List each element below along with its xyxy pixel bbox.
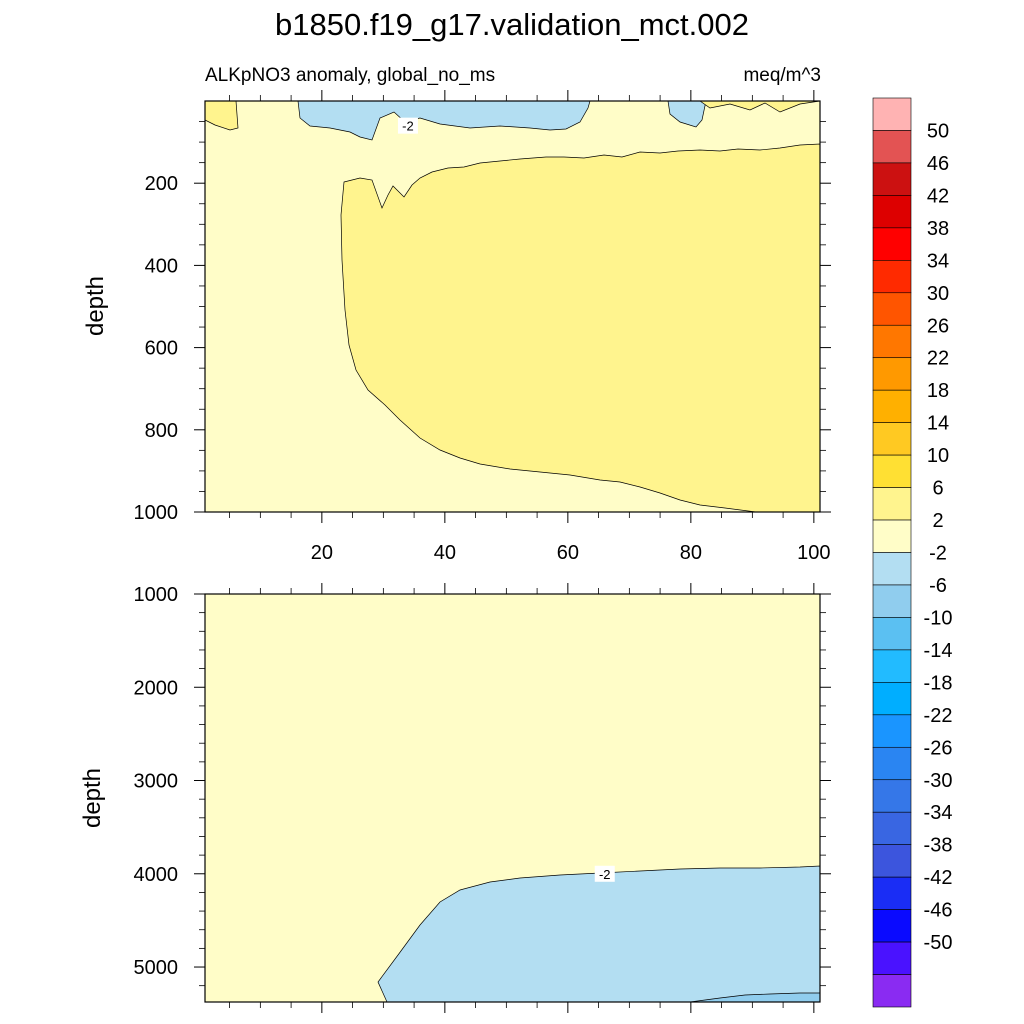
colorbar-swatch <box>872 389 912 423</box>
colorbar-label: -10 <box>924 607 953 629</box>
colorbar-swatch <box>872 682 912 716</box>
y-tick-label: 600 <box>145 338 178 360</box>
subtitle-right: meq/m^3 <box>743 65 821 86</box>
colorbar-swatch <box>872 357 912 391</box>
colorbar-label: -22 <box>924 705 953 727</box>
colorbar-label: 10 <box>927 445 949 467</box>
colorbar-label: -6 <box>929 575 947 597</box>
colorbar-swatch <box>872 487 912 521</box>
colorbar-label: 38 <box>927 218 949 240</box>
colorbar-swatch <box>872 227 912 261</box>
lower-panel: 1000 2000 3000 4000 5000 depth <box>79 583 831 1013</box>
colorbar-swatch <box>872 714 912 748</box>
colorbar-swatch <box>872 162 912 196</box>
colorbar-label: 50 <box>927 120 949 142</box>
colorbar-label: -26 <box>924 737 953 759</box>
colorbar-label: -50 <box>924 932 953 954</box>
colorbar-label: -42 <box>924 867 953 889</box>
chart-title: b1850.f19_g17.validation_mct.002 <box>275 7 749 42</box>
y-tick-label: 1000 <box>134 502 179 524</box>
colorbar-swatch <box>872 649 912 683</box>
colorbar-label: -30 <box>924 770 953 792</box>
upper-panel: 20 40 60 80 100 200 400 600 800 1000 depth <box>82 90 831 564</box>
colorbar-label: -2 <box>929 543 947 565</box>
colorbar-swatch <box>872 97 912 131</box>
x-tick-label: 40 <box>434 542 456 564</box>
lower-ylabel: depth <box>79 768 106 828</box>
x-tick-label: 80 <box>680 542 702 564</box>
colorbar-label: 6 <box>932 478 943 500</box>
colorbar-label: -46 <box>924 900 953 922</box>
y-tick-label: 800 <box>145 420 178 442</box>
colorbar-swatch <box>872 130 912 164</box>
colorbar-swatch <box>872 909 912 943</box>
lower-negative-region <box>377 865 821 1003</box>
colorbar-swatch <box>872 195 912 229</box>
colorbar-label: 26 <box>927 315 949 337</box>
colorbar-label: -14 <box>924 640 953 662</box>
colorbar: 50 46 42 38 34 30 26 22 18 14 10 6 2 -2 -6 -10 -14 -18 -22… <box>872 97 953 1008</box>
colorbar-swatch <box>872 974 912 1008</box>
contour-label-box <box>397 117 418 134</box>
colorbar-label: -38 <box>924 835 953 857</box>
colorbar-swatch <box>872 324 912 359</box>
contour-labels: -2 -2 <box>397 117 615 882</box>
upper-ylabel: depth <box>82 276 109 336</box>
colorbar-swatch <box>872 876 912 910</box>
upper-top-patch <box>698 100 821 113</box>
colorbar-label: 42 <box>927 185 949 207</box>
colorbar-swatch <box>872 617 912 651</box>
y-tick-label: 4000 <box>134 864 179 886</box>
colorbar-label: 14 <box>927 413 949 435</box>
y-tick-label: 3000 <box>134 771 179 793</box>
contour-label-box <box>594 865 615 882</box>
lower-frame <box>204 593 821 1003</box>
y-tick-label: 1000 <box>134 584 179 606</box>
upper-ticks: 20 40 60 80 100 200 400 600 800 1000 <box>134 90 831 564</box>
contour-label: -2 <box>599 867 611 882</box>
colorbar-label: 30 <box>927 283 949 305</box>
colorbar-swatch <box>872 422 912 456</box>
colorbar-swatch <box>872 941 912 975</box>
colorbar-swatch <box>872 844 912 878</box>
colorbar-label: -34 <box>924 802 953 824</box>
colorbar-label: 2 <box>932 510 943 532</box>
x-tick-label: 60 <box>557 542 579 564</box>
colorbar-swatch <box>872 260 912 294</box>
y-tick-label: 5000 <box>134 957 179 979</box>
y-tick-label: 200 <box>145 173 178 195</box>
colorbar-label: 34 <box>927 250 949 272</box>
y-tick-label: 400 <box>145 255 178 277</box>
colorbar-label: -18 <box>924 672 953 694</box>
subtitle-left: ALKpNO3 anomaly, global_no_ms <box>205 65 495 86</box>
colorbar-swatch <box>872 454 912 488</box>
upper-negative-region <box>297 100 591 141</box>
colorbar-label: 46 <box>927 153 949 175</box>
colorbar-swatch <box>872 746 912 781</box>
colorbar-label: 22 <box>927 348 949 370</box>
contour-label: -2 <box>402 119 414 134</box>
x-tick-label: 20 <box>311 542 333 564</box>
colorbar-swatch <box>872 292 912 326</box>
colorbar-swatch <box>872 584 912 618</box>
upper-positive-region <box>340 143 821 513</box>
x-tick-label: 100 <box>797 542 830 564</box>
colorbar-label: 18 <box>927 380 949 402</box>
lower-ticks: 1000 2000 3000 4000 5000 <box>134 583 831 1013</box>
colorbar-swatch <box>872 811 912 845</box>
colorbar-swatch <box>872 552 912 586</box>
y-tick-label: 2000 <box>134 677 179 699</box>
colorbar-swatch <box>872 779 912 813</box>
colorbar-swatch <box>872 519 912 553</box>
